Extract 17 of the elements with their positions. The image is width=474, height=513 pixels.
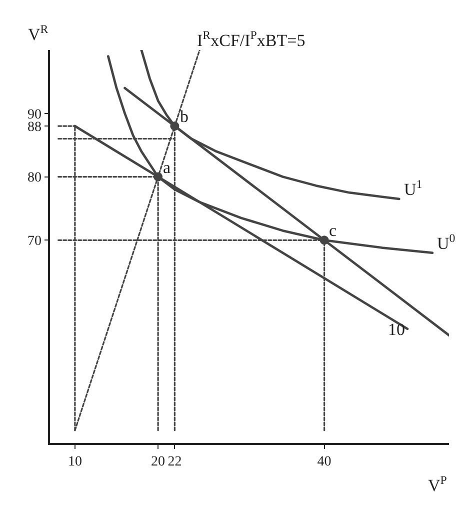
x-tick-label: 20	[151, 454, 166, 470]
y-axis-title: V$^{R}$	[28, 22, 48, 44]
y-tick-label: 88	[27, 120, 42, 135]
y-tick-label: 80	[27, 170, 42, 186]
annotation: c	[329, 221, 337, 240]
annotation: I$^{R}$xCF/I$^{P}$xBT=5	[197, 28, 306, 50]
annotation: a	[163, 158, 171, 177]
x-tick-label: 10	[68, 454, 82, 470]
y-tick-label: 70	[27, 234, 42, 250]
x-tick-label: 40	[317, 454, 332, 470]
annotation: U$^{1}$	[404, 177, 422, 200]
annotation: U$^{0}$	[437, 231, 456, 254]
x-axis-title: V$^{P}$	[428, 473, 448, 496]
x-tick-label: 22	[168, 454, 182, 470]
annotation: b	[180, 107, 188, 126]
annotation: 10	[388, 320, 405, 339]
y-tick-label: 90	[27, 107, 42, 122]
